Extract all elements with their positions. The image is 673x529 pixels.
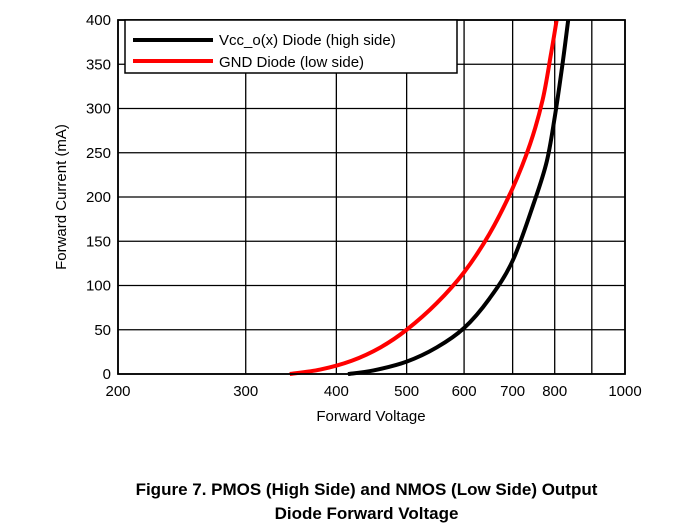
legend-label-low-side: GND Diode (low side)	[219, 54, 364, 71]
y-tick-labels: 0 50 100 150 200 250 300 350 400	[86, 12, 111, 383]
x-tick-label-600: 600	[452, 383, 477, 400]
legend-box	[124, 19, 458, 74]
series-line-low-side	[289, 19, 559, 376]
y-tick-label-300: 300	[86, 101, 111, 118]
y-tick-label-0: 0	[103, 366, 111, 383]
x-tick-label-300: 300	[233, 383, 258, 400]
x-tick-label-800: 800	[542, 383, 567, 400]
series-curves	[289, 19, 571, 376]
y-tick-label-50: 50	[94, 322, 111, 339]
y-tick-label-150: 150	[86, 233, 111, 250]
chart: 200 300 400 500 600 700 800 1000 0 50 100 150 200 25…	[53, 12, 642, 425]
y-tick-label-250: 250	[86, 145, 111, 162]
x-axis-label: Forward Voltage	[316, 408, 425, 425]
x-tick-label-500: 500	[394, 383, 419, 400]
x-tick-label-1000: 1000	[608, 383, 641, 400]
series-line-high-side	[347, 19, 571, 376]
figure-caption: Figure 7. PMOS (High Side) and NMOS (Low…	[60, 478, 673, 526]
y-tick-label-200: 200	[86, 189, 111, 206]
x-tick-label-200: 200	[105, 383, 130, 400]
x-tick-labels: 200 300 400 500 600 700 800 1000	[105, 383, 641, 400]
legend: Vcc_o(x) Diode (high side) GND Diode (lo…	[124, 19, 458, 74]
y-tick-label-100: 100	[86, 278, 111, 295]
y-tick-label-350: 350	[86, 56, 111, 73]
legend-label-high-side: Vcc_o(x) Diode (high side)	[219, 32, 396, 49]
x-tick-label-400: 400	[324, 383, 349, 400]
y-axis-label: Forward Current (mA)	[53, 124, 70, 270]
x-tick-label-700: 700	[500, 383, 525, 400]
caption-line-2: Diode Forward Voltage	[274, 504, 459, 523]
caption-line-1: Figure 7. PMOS (High Side) and NMOS (Low…	[135, 480, 598, 499]
y-tick-label-400: 400	[86, 12, 111, 29]
